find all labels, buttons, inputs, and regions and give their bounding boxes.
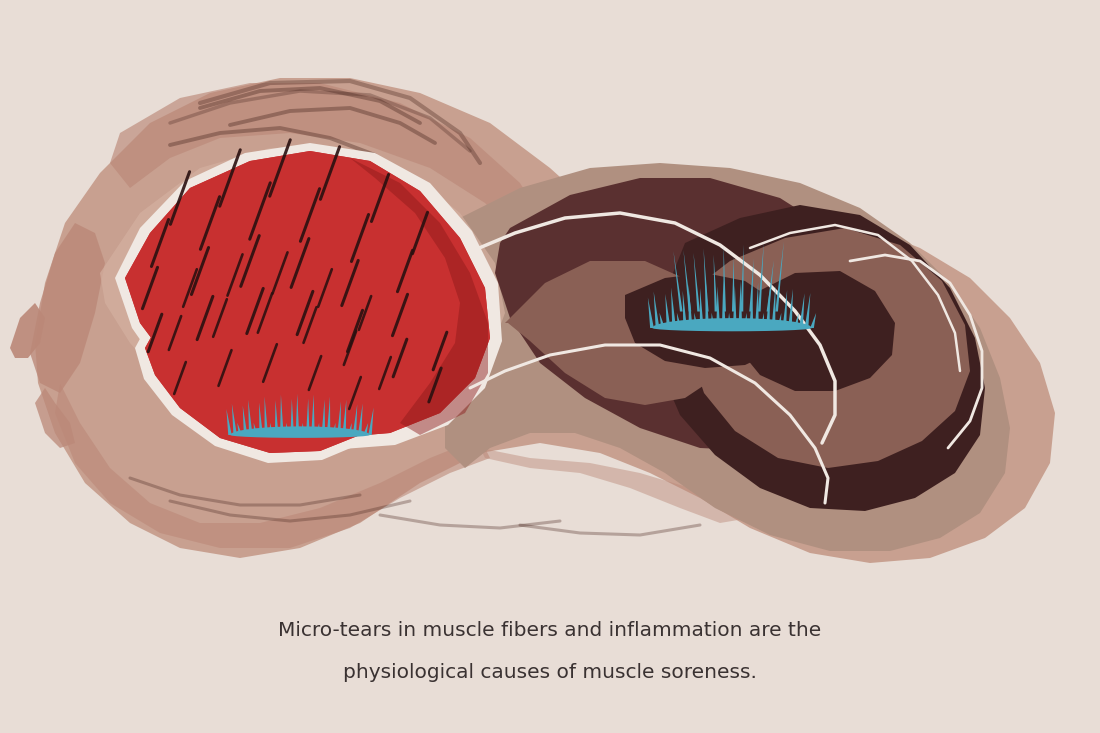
Polygon shape [243,405,248,435]
Polygon shape [799,293,804,328]
Polygon shape [480,448,750,523]
Polygon shape [738,281,742,328]
Polygon shape [358,403,363,435]
Polygon shape [10,303,45,358]
Polygon shape [300,423,305,435]
Text: physiological causes of muscle soreness.: physiological causes of muscle soreness. [343,663,757,682]
Polygon shape [350,158,488,435]
Polygon shape [145,251,410,453]
Polygon shape [653,292,659,328]
Polygon shape [683,291,688,328]
Polygon shape [777,313,781,328]
Polygon shape [446,163,1010,551]
Polygon shape [290,399,294,435]
Polygon shape [740,245,744,312]
Polygon shape [711,313,715,328]
Polygon shape [495,178,895,451]
Polygon shape [749,258,754,312]
Polygon shape [30,223,105,393]
Polygon shape [368,408,374,435]
Polygon shape [264,397,268,435]
Polygon shape [758,243,763,312]
Polygon shape [116,143,502,450]
Polygon shape [676,313,682,328]
Polygon shape [652,318,812,331]
Polygon shape [135,241,422,463]
Polygon shape [145,251,410,453]
Polygon shape [767,260,773,312]
Polygon shape [716,286,720,328]
Polygon shape [760,313,764,328]
Polygon shape [353,404,358,435]
Polygon shape [738,271,895,391]
Polygon shape [227,409,232,435]
Polygon shape [625,273,785,368]
Polygon shape [666,294,670,328]
Polygon shape [732,257,735,312]
Polygon shape [35,78,1055,563]
Polygon shape [348,423,352,435]
Polygon shape [693,253,700,312]
Polygon shape [694,313,698,328]
Polygon shape [327,397,330,435]
Polygon shape [342,399,346,435]
Polygon shape [744,313,748,328]
Polygon shape [249,399,253,435]
Polygon shape [705,281,710,328]
Polygon shape [714,254,717,312]
Polygon shape [722,281,726,328]
Polygon shape [125,151,490,438]
Polygon shape [771,285,775,328]
Polygon shape [363,423,368,435]
Polygon shape [296,394,299,435]
Polygon shape [804,293,811,328]
Polygon shape [671,287,675,328]
Polygon shape [270,423,273,435]
Polygon shape [727,313,732,328]
Polygon shape [337,401,341,435]
Polygon shape [110,83,544,238]
Polygon shape [755,282,759,328]
Polygon shape [660,313,664,328]
Polygon shape [766,287,770,328]
Polygon shape [782,290,788,328]
Polygon shape [673,251,683,312]
Polygon shape [100,148,505,438]
Polygon shape [658,205,984,511]
Polygon shape [724,246,726,312]
Polygon shape [690,228,970,468]
Polygon shape [793,313,799,328]
Polygon shape [254,423,257,435]
Polygon shape [280,394,284,435]
Polygon shape [230,427,370,438]
Polygon shape [275,400,278,435]
Polygon shape [505,261,730,405]
Polygon shape [260,402,263,435]
Polygon shape [55,383,490,548]
Polygon shape [683,250,691,312]
Polygon shape [700,288,704,328]
Text: Micro-tears in muscle fibers and inflammation are the: Micro-tears in muscle fibers and inflamm… [278,622,822,641]
Polygon shape [311,394,315,435]
Polygon shape [35,388,75,448]
Polygon shape [306,399,309,435]
Polygon shape [332,423,336,435]
Polygon shape [321,399,326,435]
Polygon shape [285,423,289,435]
Polygon shape [648,298,653,328]
Polygon shape [776,241,784,312]
Polygon shape [704,248,708,312]
Polygon shape [689,284,693,328]
Polygon shape [125,151,490,438]
Polygon shape [232,403,236,435]
Polygon shape [749,286,754,328]
Polygon shape [317,423,320,435]
Polygon shape [238,423,242,435]
Polygon shape [788,289,793,328]
Polygon shape [810,313,816,328]
Polygon shape [733,286,737,328]
